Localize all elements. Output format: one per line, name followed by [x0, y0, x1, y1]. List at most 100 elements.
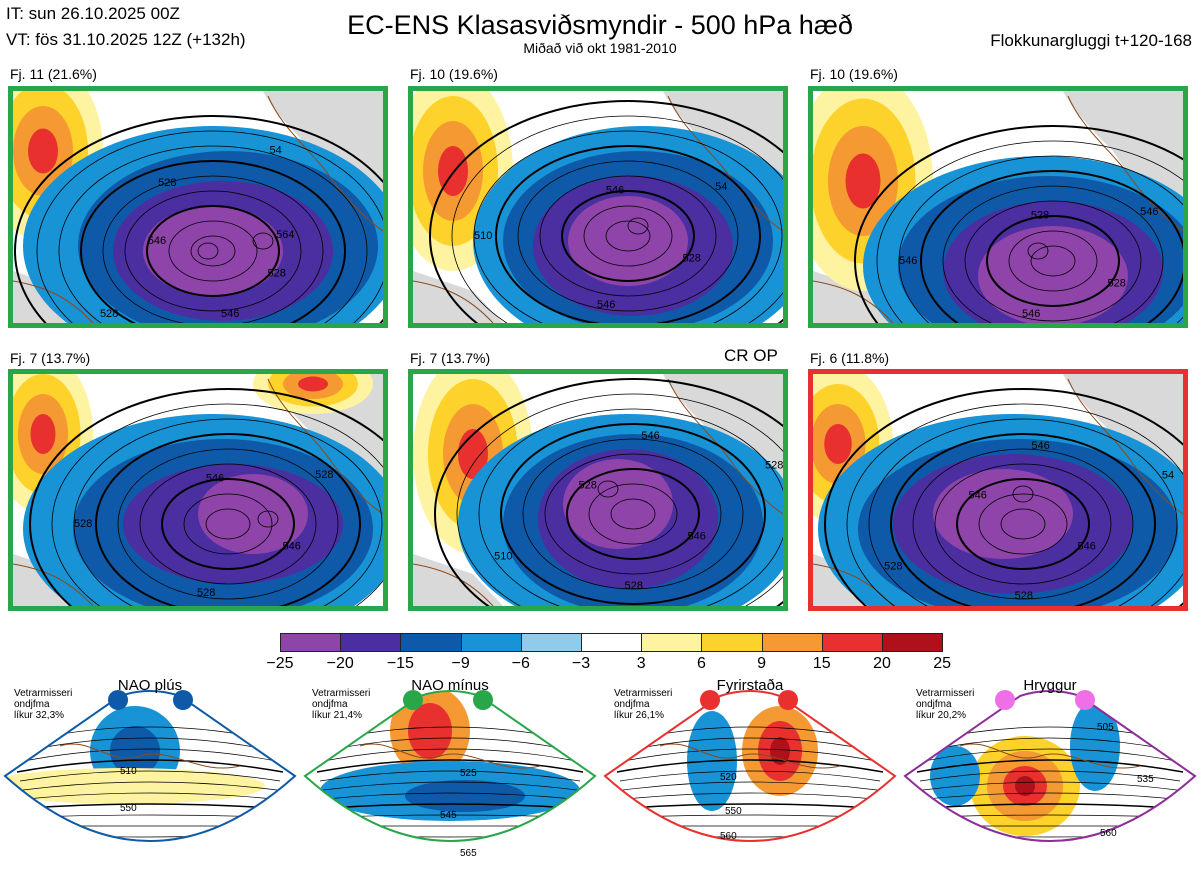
regime-contour — [19, 770, 281, 782]
contour-label: 54 — [1162, 470, 1174, 482]
cluster-map-panel: 528 546 510 546 54 — [408, 86, 788, 328]
contour-label: 546 — [597, 299, 615, 311]
regime-frame — [3, 690, 297, 842]
contour-label: 54 — [715, 181, 727, 193]
height-contour — [139, 463, 317, 585]
regime-contour — [628, 803, 872, 809]
height-contour — [544, 453, 722, 575]
regime-name: NAO mínus — [411, 677, 489, 694]
colorbar-tick-label: −3 — [571, 655, 591, 672]
height-contour — [605, 220, 651, 252]
colorbar-tick-label: −20 — [326, 655, 354, 672]
regime-contour-label: 535 — [1137, 774, 1154, 785]
colorbar-tick-label: −25 — [266, 655, 294, 672]
regime-contour — [319, 770, 581, 782]
regime-anomaly — [1015, 776, 1035, 796]
height-contour — [29, 388, 383, 606]
height-contour — [978, 493, 1068, 555]
regime-contour — [341, 844, 559, 848]
warm-anomaly — [845, 153, 881, 209]
regime-anomaly — [408, 703, 452, 759]
regime-name: Fyrirstaða — [716, 677, 784, 694]
regime-canvas: 505 535 560 — [903, 690, 1197, 848]
contour-label: 546 — [206, 473, 224, 485]
contour-label: 528 — [74, 518, 92, 530]
regime-contour — [316, 759, 584, 773]
height-contour — [124, 190, 302, 312]
regime-contour — [625, 792, 875, 800]
height-contour — [73, 418, 383, 606]
contour-label: 546 — [899, 255, 917, 267]
panel-label: Fj. 10 (19.6%) — [410, 66, 498, 82]
page-title: EC-ENS Klasasviðsmyndir - 500 hPa hæð — [347, 10, 853, 40]
colorbar-segment — [761, 633, 823, 652]
contour-label: 528 — [1031, 210, 1049, 222]
regime-frame — [903, 690, 1197, 842]
colorbar-tick-label: 6 — [696, 655, 706, 672]
regime-contour — [928, 803, 1172, 809]
regime-contour — [313, 748, 587, 764]
colorbar-segment — [641, 633, 703, 652]
contour-label: 510 — [474, 230, 492, 242]
regime-contour-label: 560 — [1100, 828, 1117, 839]
cluster-window: Flokkunargluggi t+120-168 — [990, 31, 1192, 50]
low-center-contour — [1027, 242, 1049, 260]
warm-anomaly — [298, 376, 328, 392]
height-contour — [102, 175, 324, 323]
regime-name: Hryggur — [1023, 677, 1077, 694]
regime-contour — [328, 803, 572, 809]
cold-anomaly — [933, 469, 1073, 559]
regime-contour — [641, 844, 859, 848]
map-canvas: 546 528 528 546 528 — [13, 374, 383, 606]
contour-label: 528 — [682, 252, 700, 264]
contour-label: 546 — [1022, 308, 1040, 320]
panel-label: Fj. 7 (13.7%) — [10, 350, 91, 366]
contour-label: 528 — [315, 469, 333, 481]
colorbar-segment — [882, 633, 944, 652]
regime-contour-label: 550 — [725, 806, 742, 817]
regime-marker-dot — [403, 690, 423, 710]
cluster-map-panel: 546 528 528 546 528 — [8, 369, 388, 611]
height-contour — [205, 508, 251, 540]
height-contour — [190, 235, 236, 267]
contour-label: 528 — [625, 580, 643, 592]
height-contour — [964, 200, 1142, 322]
regime-contour-label: 560 — [720, 831, 737, 842]
height-contour — [566, 468, 700, 560]
panel-label: Fj. 11 (21.6%) — [10, 66, 97, 82]
regime-contour — [322, 781, 578, 791]
height-contour — [473, 130, 783, 323]
colorbar-tick-label: 15 — [812, 655, 831, 672]
coastline — [813, 563, 894, 606]
height-contour — [854, 125, 1183, 323]
height-contour — [588, 483, 678, 545]
height-contour — [80, 160, 346, 323]
coastline — [1067, 95, 1183, 232]
regime-contour — [616, 759, 884, 773]
height-contour — [934, 463, 1112, 585]
contour-label: 546 — [221, 308, 239, 320]
height-contour — [451, 115, 783, 323]
colorbar-tick-label: 3 — [636, 655, 646, 672]
coastline — [359, 743, 541, 769]
height-contour — [539, 175, 717, 297]
coastline — [267, 378, 383, 515]
contour-label: 528 — [1107, 277, 1125, 289]
regime-marker-dot — [1075, 690, 1095, 710]
map-canvas: 528 546 528 546 528 54 564 — [13, 91, 383, 323]
coastline — [59, 743, 241, 769]
height-contour — [117, 448, 339, 600]
regime-contour — [941, 844, 1159, 848]
contour-label: 564 — [276, 229, 294, 241]
low-center-contour — [597, 480, 619, 498]
height-contour — [500, 423, 766, 605]
regime-info: Vetrarmisseri ondjfma líkur 20,2% — [916, 688, 975, 721]
colorbar-segment — [581, 633, 643, 652]
regime-contour — [25, 792, 275, 800]
coastline — [267, 95, 383, 232]
regime-info: Vetrarmisseri ondjfma líkur 26,1% — [614, 688, 673, 721]
low-center-contour — [252, 232, 274, 250]
cold-anomaly — [568, 196, 688, 286]
low-center-contour — [197, 242, 219, 260]
regime-contour — [325, 792, 575, 800]
